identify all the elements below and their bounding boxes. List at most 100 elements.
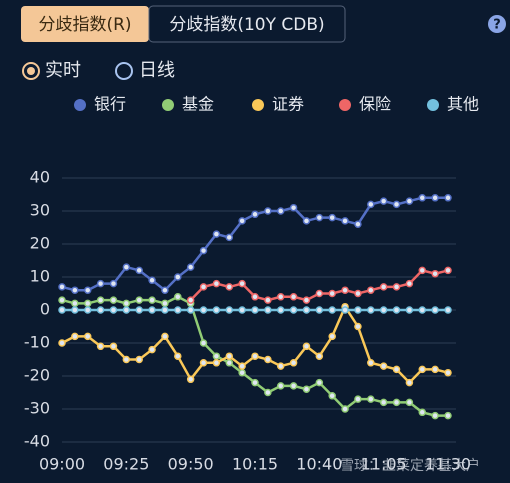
data-point [276, 362, 285, 370]
data-point [122, 263, 131, 271]
data-point [161, 299, 169, 308]
radio[interactable] [115, 62, 133, 80]
data-point [238, 217, 246, 225]
data-point [186, 296, 195, 304]
legend-marker [74, 99, 86, 111]
legend-marker [339, 99, 351, 111]
data-point [392, 306, 401, 314]
data-point [199, 283, 208, 291]
data-point [161, 332, 169, 341]
help-text[interactable]: ? [493, 18, 501, 33]
data-point [328, 213, 336, 222]
y-tick-label: 40 [30, 168, 50, 187]
data-point [405, 197, 414, 205]
data-point [135, 306, 143, 314]
data-point [341, 217, 349, 225]
watermark: 雪球：韭菜定养基大户 [340, 457, 480, 474]
legend-label: 证券 [272, 95, 304, 114]
radio-label[interactable]: 日线 [139, 60, 175, 81]
data-point [354, 322, 362, 331]
data-point [264, 306, 272, 314]
data-point [174, 352, 182, 360]
data-point [264, 296, 272, 304]
data-point [444, 266, 452, 275]
data-point [251, 293, 259, 301]
data-point [225, 352, 234, 360]
data-point [367, 395, 375, 403]
data-point [225, 306, 234, 314]
data-point [122, 299, 131, 308]
data-point [379, 197, 388, 205]
data-point [238, 279, 246, 288]
data-point [354, 395, 362, 403]
data-point [58, 306, 66, 314]
radio-label[interactable]: 实时 [45, 60, 81, 81]
data-point [96, 342, 105, 351]
data-point [251, 306, 259, 314]
legend-label: 银行 [94, 95, 126, 114]
tab-label[interactable]: 分歧指数(10Y CDB) [169, 15, 324, 35]
data-point [444, 411, 452, 420]
data-point [315, 352, 324, 360]
data-point [109, 296, 118, 304]
data-point [444, 368, 452, 377]
x-tick-label: 10:40 [296, 455, 342, 474]
data-point [302, 217, 311, 225]
help-icon[interactable] [488, 15, 506, 33]
data-point [315, 289, 324, 298]
data-point [431, 269, 439, 278]
data-point [83, 332, 92, 341]
data-point [405, 306, 414, 314]
x-tick-label: 09:50 [168, 455, 214, 474]
data-point [174, 306, 182, 314]
data-point [444, 194, 452, 202]
data-point [418, 194, 427, 202]
data-point [341, 405, 349, 413]
data-point [289, 306, 298, 314]
data-point [238, 368, 246, 377]
data-point [392, 365, 401, 374]
data-point [418, 266, 427, 275]
data-point [199, 246, 208, 255]
data-point [96, 279, 105, 288]
x-tick-label: 10:15 [232, 455, 278, 474]
radio-checked[interactable] [22, 62, 40, 80]
data-point [161, 306, 169, 314]
legend-marker [252, 99, 264, 111]
y-tick-label: 10 [30, 267, 50, 286]
x-tick-label: 09:25 [103, 455, 149, 474]
tab-label[interactable]: 分歧指数(R) [38, 15, 131, 35]
data-point [212, 306, 221, 314]
data-point [122, 355, 131, 364]
tab-active[interactable] [21, 6, 149, 42]
data-point [135, 266, 143, 275]
data-point [405, 378, 414, 387]
data-point [238, 306, 246, 314]
data-point [186, 263, 195, 271]
data-point [289, 203, 298, 212]
data-point [354, 306, 362, 314]
data-point [341, 286, 349, 294]
legend-label: 其他 [447, 95, 479, 114]
data-point [418, 365, 427, 374]
y-tick-label: 20 [30, 234, 50, 253]
data-point [418, 306, 427, 314]
data-point [135, 355, 143, 364]
data-point [238, 362, 246, 370]
legend-marker [427, 99, 439, 111]
data-point [302, 342, 311, 351]
data-point [225, 359, 234, 367]
data-point [289, 293, 298, 301]
data-point [148, 276, 156, 285]
data-point [83, 299, 92, 308]
data-point [58, 296, 66, 304]
tab[interactable] [148, 5, 346, 43]
data-point [328, 392, 336, 400]
data-point [315, 306, 324, 314]
data-point [444, 306, 452, 314]
data-point [354, 220, 362, 228]
data-point [122, 306, 131, 314]
data-point [405, 279, 414, 288]
